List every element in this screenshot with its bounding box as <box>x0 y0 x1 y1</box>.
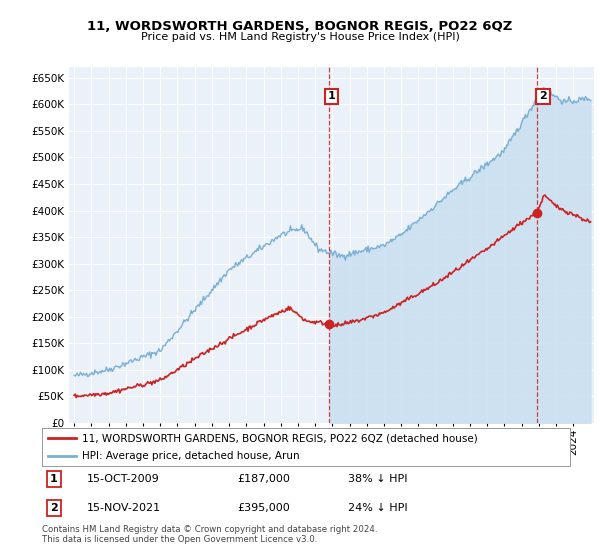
Text: 15-NOV-2021: 15-NOV-2021 <box>87 503 161 513</box>
Text: 2: 2 <box>50 503 58 513</box>
Text: 15-OCT-2009: 15-OCT-2009 <box>87 474 160 484</box>
Text: 11, WORDSWORTH GARDENS, BOGNOR REGIS, PO22 6QZ (detached house): 11, WORDSWORTH GARDENS, BOGNOR REGIS, PO… <box>82 433 478 443</box>
Text: Price paid vs. HM Land Registry's House Price Index (HPI): Price paid vs. HM Land Registry's House … <box>140 32 460 43</box>
Text: 1: 1 <box>50 474 58 484</box>
Text: HPI: Average price, detached house, Arun: HPI: Average price, detached house, Arun <box>82 451 299 461</box>
Text: £187,000: £187,000 <box>238 474 290 484</box>
Text: 2: 2 <box>539 91 547 101</box>
Text: 24% ↓ HPI: 24% ↓ HPI <box>348 503 408 513</box>
Text: 1: 1 <box>328 91 335 101</box>
Text: £395,000: £395,000 <box>238 503 290 513</box>
Text: 38% ↓ HPI: 38% ↓ HPI <box>348 474 408 484</box>
Text: Contains HM Land Registry data © Crown copyright and database right 2024.
This d: Contains HM Land Registry data © Crown c… <box>42 525 377 544</box>
Text: 11, WORDSWORTH GARDENS, BOGNOR REGIS, PO22 6QZ: 11, WORDSWORTH GARDENS, BOGNOR REGIS, PO… <box>88 20 512 32</box>
